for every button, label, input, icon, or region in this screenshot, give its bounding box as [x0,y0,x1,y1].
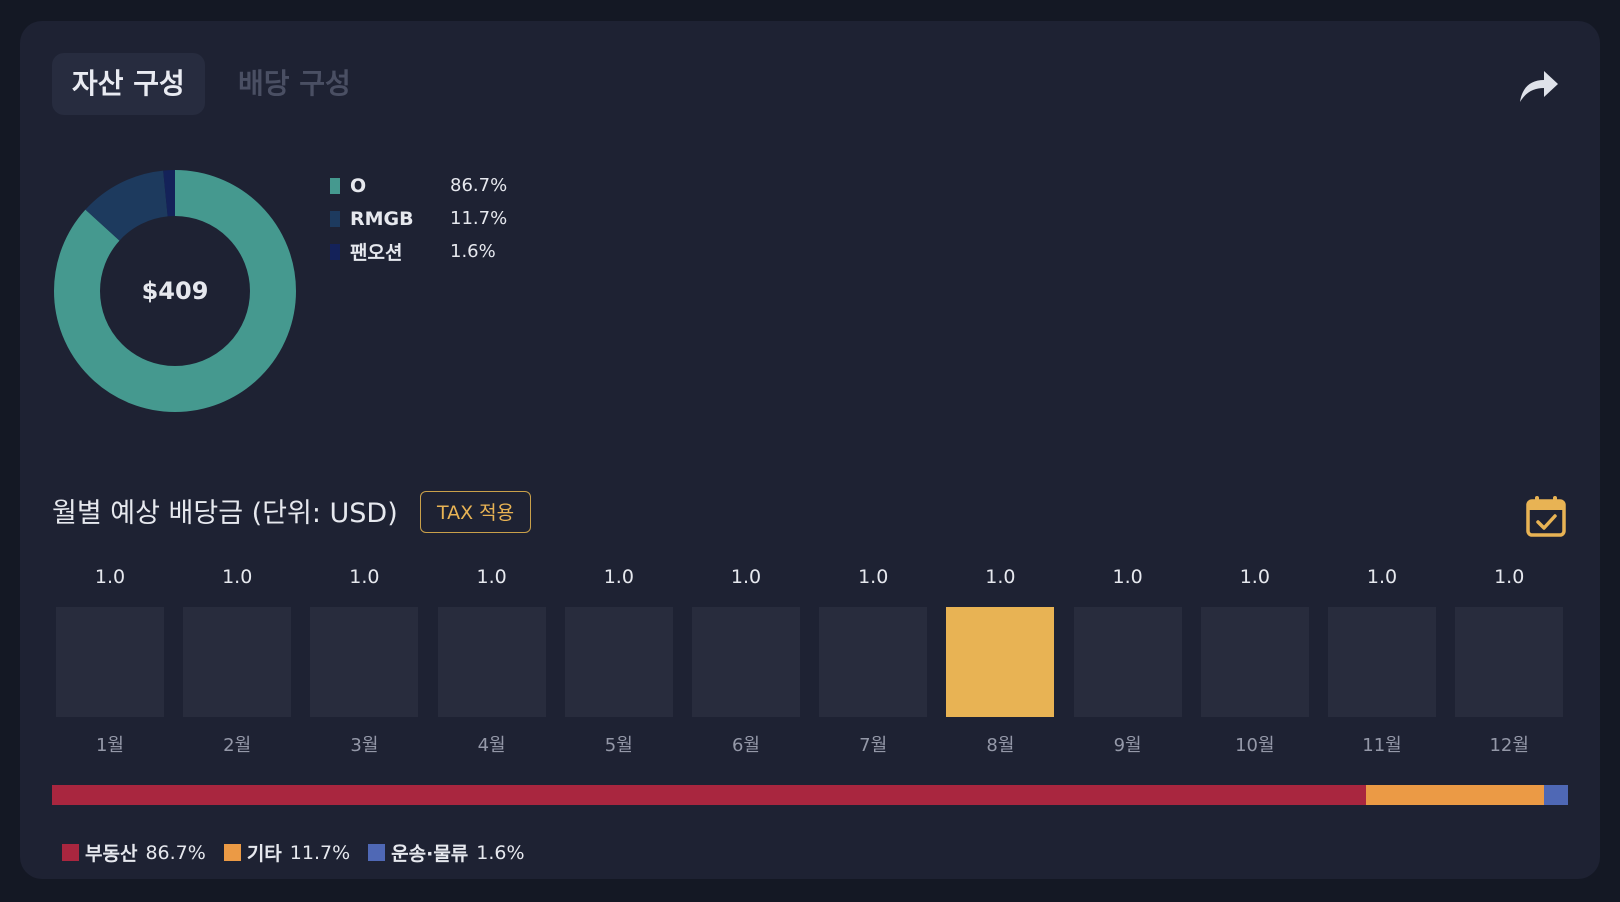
month-value-label: 1.0 [858,566,889,588]
month-bar[interactable] [564,607,673,717]
sector-legend-item-transport: 운송·물류 1.6% [368,839,525,866]
month-label: 2월 [223,735,252,756]
legend-value: 86.7% [450,175,508,196]
month-label: 12월 [1489,735,1529,756]
legend-name: 팬오션 [350,242,403,264]
calendar-check-icon[interactable] [1525,494,1567,538]
month-value-label: 1.0 [1239,566,1270,588]
month-bar[interactable] [1200,607,1309,717]
month-label: 6월 [731,735,760,756]
month-value-label: 1.0 [476,566,507,588]
sector-name: 운송·물류 [391,843,469,865]
month-bar[interactable] [946,607,1055,717]
sector-value: 86.7% [145,841,206,864]
month-label: 5월 [604,735,633,756]
sector-segment [1366,785,1544,805]
month-bar[interactable] [437,607,546,717]
tab-dividend-composition[interactable]: 배당 구성 [238,67,351,100]
month-value-label: 1.0 [730,566,762,588]
sector-value: 1.6% [476,841,525,864]
legend-value: 1.6% [450,241,496,262]
legend-item-o: O 86.7% [330,169,507,202]
month-bar[interactable] [56,607,164,717]
donut-slice-2 [54,170,296,412]
month-bar[interactable] [1455,607,1564,717]
month-bar[interactable] [310,607,419,717]
month-value-label: 1.0 [603,566,634,588]
donut-total: $409 [141,277,209,305]
sector-segment [1543,785,1568,805]
legend-name: RMGB [350,207,414,230]
month-label: 7월 [859,735,888,756]
share-arrow-icon[interactable] [1514,62,1562,110]
month-value-label: 1.0 [1366,566,1398,588]
month-bar[interactable] [692,607,800,717]
month-bar[interactable] [183,607,292,717]
month-bar[interactable] [1073,607,1182,717]
asset-legend: O 86.7% RMGB 11.7% 팬오션 1.6% [330,169,507,268]
sector-legend-item-other: 기타 11.7% [223,839,351,866]
monthly-dividend-title: 월별 예상 배당금 (단위: USD) [52,498,398,529]
month-value-label: 1.0 [94,566,126,588]
month-label: 10월 [1235,735,1275,756]
tab-asset-composition[interactable]: 자산 구성 [52,53,205,115]
sector-name: 기타 [246,843,282,865]
legend-item-rmgb: RMGB 11.7% [330,202,507,235]
tax-apply-button[interactable]: TAX 적용 [420,491,532,533]
dividend-card: 자산 구성 배당 구성 $409 O 86.7% RMGB 11.7% 팬오션 … [20,21,1600,879]
sector-swatch [223,844,241,861]
month-label: 4월 [477,735,506,756]
month-value-label: 1.0 [1494,566,1525,588]
legend-swatch [330,243,340,260]
legend-swatch [330,210,340,227]
month-value-label: 1.0 [222,566,253,588]
sector-swatch [368,844,386,861]
legend-name: O [350,174,367,197]
monthly-bar-chart: 1.0 1월 1.0 2월 1.0 3월 1.0 4월 1.0 5월 1.0 6월 1.0 7월 1.0 8월… [52,566,1570,766]
asset-donut-chart [54,170,296,412]
month-value-label: 1.0 [985,566,1016,588]
month-label: 1월 [95,735,124,756]
legend-item-panocean: 팬오션 1.6% [330,235,507,268]
sector-legend: 부동산 86.7% 기타 11.7% 운송·물류 1.6% [62,839,543,866]
sector-swatch [62,844,79,861]
sector-value: 11.7% [289,841,351,864]
month-label: 8월 [986,735,1015,756]
month-value-label: 1.0 [349,566,380,588]
month-label: 9월 [1113,735,1142,756]
sector-segment [52,785,1367,805]
month-bar[interactable] [1328,607,1436,717]
sector-legend-item-real-estate: 부동산 86.7% [62,839,206,866]
month-value-label: 1.0 [1112,566,1143,588]
legend-swatch [330,177,340,194]
month-bar[interactable] [819,607,928,717]
month-label: 11월 [1362,735,1402,756]
sector-name: 부동산 [85,843,138,865]
sector-stacked-bar [52,785,1568,805]
legend-value: 11.7% [450,208,508,229]
month-label: 3월 [350,735,379,756]
